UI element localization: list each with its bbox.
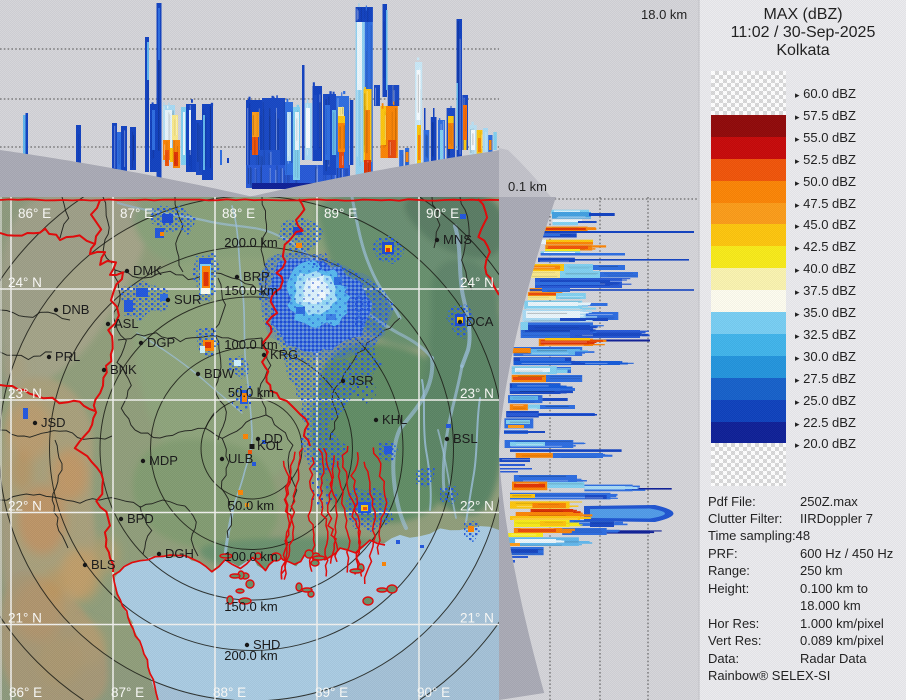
svg-text:86° E: 86° E xyxy=(18,206,51,221)
svg-text:KRG: KRG xyxy=(270,347,298,362)
svg-text:150.0 km: 150.0 km xyxy=(224,283,277,298)
svg-text:50.0 km: 50.0 km xyxy=(228,498,274,513)
svg-text:ASL: ASL xyxy=(114,316,139,331)
svg-text:BSL: BSL xyxy=(453,431,478,446)
svg-text:DGH: DGH xyxy=(165,546,194,561)
svg-text:DD: DD xyxy=(264,431,283,446)
svg-text:BDW: BDW xyxy=(204,366,235,381)
svg-text:88° E: 88° E xyxy=(222,206,255,221)
svg-text:DNB: DNB xyxy=(62,302,89,317)
svg-text:KOL: KOL xyxy=(257,438,283,453)
svg-text:22° N: 22° N xyxy=(8,499,42,514)
svg-text:50.0 km: 50.0 km xyxy=(228,385,274,400)
svg-text:SHD: SHD xyxy=(253,637,280,652)
svg-text:89° E: 89° E xyxy=(315,685,348,700)
svg-text:KHL: KHL xyxy=(382,412,407,427)
svg-text:BRP: BRP xyxy=(243,269,270,284)
svg-text:23° N: 23° N xyxy=(460,386,494,401)
svg-text:DGP: DGP xyxy=(147,335,175,350)
svg-text:87° E: 87° E xyxy=(111,685,144,700)
svg-text:200.0 km: 200.0 km xyxy=(224,235,277,250)
svg-text:BNK: BNK xyxy=(110,362,137,377)
svg-text:SUR: SUR xyxy=(174,292,201,307)
svg-text:JSD: JSD xyxy=(41,415,66,430)
svg-text:86° E: 86° E xyxy=(9,685,42,700)
svg-text:90° E: 90° E xyxy=(417,685,450,700)
svg-text:24° N: 24° N xyxy=(460,275,494,290)
svg-text:150.0 km: 150.0 km xyxy=(224,599,277,614)
svg-text:23° N: 23° N xyxy=(8,386,42,401)
svg-text:21° N: 21° N xyxy=(460,611,494,626)
svg-text:DCA: DCA xyxy=(466,314,494,329)
svg-text:90° E: 90° E xyxy=(426,206,459,221)
svg-text:87° E: 87° E xyxy=(120,206,153,221)
svg-text:MDP: MDP xyxy=(149,453,178,468)
svg-text:89° E: 89° E xyxy=(324,206,357,221)
svg-text:100.0 km: 100.0 km xyxy=(224,337,277,352)
svg-text:22° N: 22° N xyxy=(460,499,494,514)
svg-text:88° E: 88° E xyxy=(213,685,246,700)
svg-text:DMK: DMK xyxy=(133,263,162,278)
svg-text:BPD: BPD xyxy=(127,511,154,526)
svg-text:PRL: PRL xyxy=(55,349,80,364)
svg-text:200.0 km: 200.0 km xyxy=(224,648,277,663)
svg-text:ULB: ULB xyxy=(228,451,253,466)
svg-text:21° N: 21° N xyxy=(8,611,42,626)
svg-text:JSR: JSR xyxy=(349,373,374,388)
svg-text:100.0 km: 100.0 km xyxy=(224,549,277,564)
svg-text:24° N: 24° N xyxy=(8,275,42,290)
svg-text:BLS: BLS xyxy=(91,557,116,572)
svg-text:MNS: MNS xyxy=(443,232,472,247)
